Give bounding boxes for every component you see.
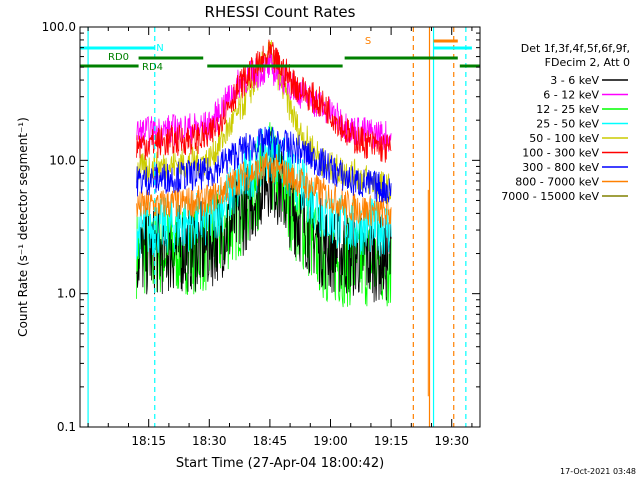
- legend-label: 7000 - 15000 keV: [501, 190, 599, 203]
- y-tick-label: 10.0: [49, 153, 76, 167]
- legend-label: 3 - 6 keV: [550, 74, 599, 87]
- x-tick-label: 19:15: [374, 434, 409, 448]
- axis-layer: 0.1 1.0 10.0 100.0 18:15 18:30 18:45 19:00 19:15…: [42, 20, 480, 448]
- plot-data-layer: [136, 39, 429, 397]
- annotation-label-s: S: [365, 36, 371, 47]
- y-axis-label: Count Rate (s⁻¹ detector segment⁻¹): [16, 117, 30, 337]
- x-tick-label: 18:15: [131, 434, 166, 448]
- x-tick-label: 19:00: [313, 434, 348, 448]
- series-line-5: [136, 39, 392, 163]
- x-tick-label: 18:45: [253, 434, 288, 448]
- series-line-3: [136, 126, 392, 260]
- legend-label: 800 - 7000 keV: [515, 176, 599, 189]
- annotation-layer: RD0 RD4 N S: [80, 27, 480, 427]
- y-tick-label: 100.0: [42, 20, 76, 34]
- legend-label: 6 - 12 keV: [543, 89, 599, 102]
- legend-label: 300 - 800 keV: [522, 161, 599, 174]
- legend: Det 1f,3f,4f,5f,6f,9f, FDecim 2, Att 0 3…: [501, 42, 630, 203]
- legend-header-line-2: FDecim 2, Att 0: [545, 56, 630, 69]
- chart-title: RHESSI Count Rates: [205, 3, 356, 21]
- y-tick-label: 0.1: [57, 420, 76, 434]
- annotation-label-rd0: RD0: [108, 52, 129, 63]
- footer-timestamp: 17-Oct-2021 03:48: [560, 467, 636, 476]
- x-tick-label: 19:30: [434, 434, 469, 448]
- legend-label: 100 - 300 keV: [522, 147, 599, 160]
- legend-label: 50 - 100 keV: [529, 132, 599, 145]
- annotation-label-rd4: RD4: [142, 62, 163, 73]
- legend-label: 12 - 25 keV: [536, 103, 599, 116]
- y-tick-label: 1.0: [57, 287, 76, 301]
- series-line-6: [136, 126, 392, 204]
- plot-frame: [79, 26, 481, 428]
- annotation-label-n: N: [156, 43, 163, 54]
- x-axis-label: Start Time (27-Apr-04 18:00:42): [176, 456, 384, 471]
- legend-label: 25 - 50 keV: [536, 118, 599, 131]
- x-tick-label: 18:30: [192, 434, 227, 448]
- legend-header-line-1: Det 1f,3f,4f,5f,6f,9f,: [521, 42, 630, 55]
